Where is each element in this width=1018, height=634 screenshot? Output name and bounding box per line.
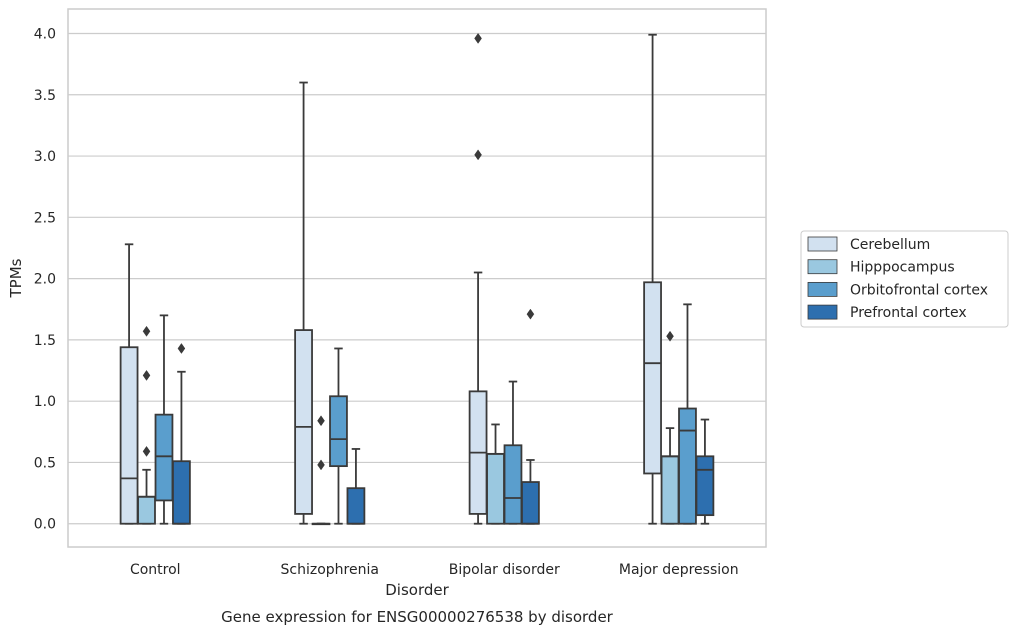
y-tick-label: 4.0 xyxy=(34,27,56,43)
box-iqr xyxy=(329,395,348,468)
outlier-point xyxy=(474,149,482,161)
outlier-point xyxy=(142,445,151,457)
outlier-point xyxy=(142,369,151,381)
boxes-layer xyxy=(119,32,715,526)
box-iqr xyxy=(486,452,505,525)
box-iqr xyxy=(521,481,540,525)
box-prefrontal-cortex xyxy=(521,308,540,525)
chart-caption: Gene expression for ENSG00000276538 by d… xyxy=(221,608,614,626)
box-hipppocampus xyxy=(311,415,331,526)
box-iqr xyxy=(346,487,366,525)
y-tick-label: 3.5 xyxy=(34,88,56,104)
box-iqr xyxy=(695,455,715,517)
outlier-point xyxy=(317,459,325,471)
outlier-point xyxy=(317,415,325,427)
box-hipppocampus xyxy=(660,330,680,525)
legend-label: Cerebellum xyxy=(850,237,930,253)
box-iqr xyxy=(172,460,191,525)
legend-swatch xyxy=(807,236,838,252)
x-axis-label: Disorder xyxy=(385,581,449,599)
box-prefrontal-cortex xyxy=(346,448,366,525)
box-prefrontal-cortex xyxy=(695,418,715,525)
legend-label: Orbitofrontal cortex xyxy=(850,282,988,298)
box-prefrontal-cortex xyxy=(172,343,191,525)
y-tick-label: 3.0 xyxy=(34,149,56,165)
box-orbitofrontal-cortex xyxy=(154,314,174,525)
y-tick-label: 1.0 xyxy=(34,394,56,410)
y-tick-label: 1.5 xyxy=(34,333,56,349)
x-axis-ticks: Control Schizophrenia Bipolar disorder Majo… xyxy=(130,562,739,578)
legend: Cerebellum Hipppocampus Orbitofrontal cort… xyxy=(800,230,1009,328)
y-tick-label: 0.0 xyxy=(34,517,56,533)
box-cerebellum xyxy=(643,33,662,525)
box-orbitofrontal-cortex xyxy=(329,347,348,525)
legend-swatch xyxy=(807,259,838,275)
box-cerebellum xyxy=(294,81,313,525)
legend-frame xyxy=(800,230,1009,328)
y-tick-label: 2.5 xyxy=(34,210,56,226)
legend-swatch xyxy=(807,304,838,320)
x-tick-label: Schizophrenia xyxy=(281,562,379,578)
box-hipppocampus xyxy=(137,325,156,525)
outlier-point xyxy=(474,32,482,44)
box-iqr xyxy=(294,329,313,515)
box-iqr xyxy=(137,495,156,525)
box-cerebellum xyxy=(119,243,139,525)
legend-label: Hipppocampus xyxy=(850,260,955,276)
box-iqr xyxy=(154,413,174,502)
x-tick-label: Control xyxy=(130,562,181,578)
outlier-point xyxy=(177,343,186,354)
x-tick-label: Major depression xyxy=(619,562,739,578)
outlier-point xyxy=(666,330,674,342)
y-tick-label: 0.5 xyxy=(34,455,56,471)
box-iqr xyxy=(119,346,139,525)
box-iqr xyxy=(678,407,697,525)
box-iqr xyxy=(503,444,523,525)
box-iqr xyxy=(643,281,662,475)
box-iqr xyxy=(660,455,680,525)
box-cerebellum xyxy=(468,32,488,525)
outlier-point xyxy=(142,325,151,337)
legend-swatch xyxy=(807,281,838,297)
plot-frame xyxy=(67,8,767,548)
outlier-point xyxy=(526,308,535,320)
y-tick-label: 2.0 xyxy=(34,272,56,288)
y-axis-ticks: 0.0 0.5 1.0 1.5 2.0 2.5 3.0 3.5 4.0 xyxy=(34,27,56,533)
legend-label: Prefrontal cortex xyxy=(850,305,967,321)
y-axis-label: TPMs xyxy=(7,258,25,298)
x-tick-label: Bipolar disorder xyxy=(449,562,560,578)
